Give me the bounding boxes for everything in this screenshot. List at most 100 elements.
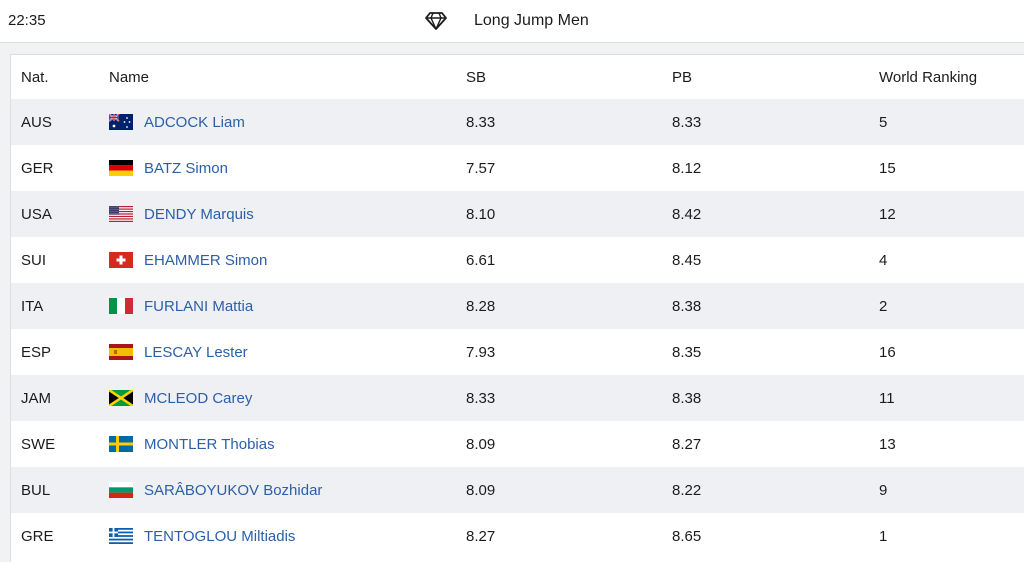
name-cell: TENTOGLOU Miltiadis [109, 513, 466, 559]
athlete-name-link[interactable]: FURLANI Mattia [144, 297, 254, 315]
athlete-name-wrap: TENTOGLOU Miltiadis [109, 528, 466, 545]
world-ranking-cell: 11 [879, 389, 895, 407]
world-ranking-cell: 16 [879, 343, 896, 361]
pb-cell: 8.27 [672, 435, 702, 453]
name-cell: SARÂBOYUKOV Bozhidar [109, 467, 466, 513]
pb-cell: 8.65 [672, 527, 702, 545]
athlete-name-link[interactable]: ADCOCK Liam [144, 113, 245, 131]
flag-swe-icon [109, 436, 133, 452]
world-ranking-cell: 15 [879, 159, 896, 177]
table-row: GRE TENTOGLOU Miltiadis 8.27 8.65 1 [11, 513, 1024, 559]
column-header-nat: Nat. [21, 68, 49, 86]
athlete-name-link[interactable]: TENTOGLOU Miltiadis [144, 527, 296, 545]
name-cell: FURLANI Mattia [109, 283, 466, 329]
column-header-sb: SB [466, 68, 487, 86]
column-header-name: Name [109, 68, 150, 86]
event-header: 22:35 Long Jump Men [0, 0, 1024, 43]
pb-cell: 8.12 [672, 159, 702, 177]
nat-cell: JAM [21, 389, 51, 407]
athlete-name-link[interactable]: MONTLER Thobias [144, 435, 275, 453]
pb-cell: 8.22 [672, 481, 702, 499]
nat-cell: BUL [21, 481, 51, 499]
name-cell: LESCAY Lester [109, 329, 466, 375]
event-title-wrap: Long Jump Men [424, 0, 589, 42]
athlete-name-wrap: SARÂBOYUKOV Bozhidar [109, 482, 466, 499]
name-cell: EHAMMER Simon [109, 237, 466, 283]
athlete-name-link[interactable]: SARÂBOYUKOV Bozhidar [144, 481, 323, 499]
pb-cell: 8.33 [672, 113, 702, 131]
sb-cell: 8.09 [466, 481, 496, 499]
athlete-name-wrap: DENDY Marquis [109, 206, 466, 223]
nat-cell: GER [21, 159, 54, 177]
flag-sui-icon [109, 252, 133, 268]
flag-bul-icon [109, 482, 133, 498]
table-row: BUL SARÂBOYUKOV Bozhidar 8.09 8.22 9 [11, 467, 1024, 513]
start-list-table: Nat. Name SB PB World Ranking AUS ADCOCK … [11, 55, 1024, 559]
nat-cell: SWE [21, 435, 56, 453]
athlete-name-link[interactable]: BATZ Simon [144, 159, 228, 177]
world-ranking-cell: 9 [879, 481, 888, 499]
world-ranking-cell: 4 [879, 251, 888, 269]
diamond-icon [425, 12, 447, 30]
name-cell: MCLEOD Carey [109, 375, 466, 421]
event-time: 22:35 [8, 12, 46, 29]
nat-cell: ESP [21, 343, 52, 361]
flag-ita-icon [109, 298, 133, 314]
event-title: Long Jump Men [474, 12, 589, 29]
athlete-name-wrap: MCLEOD Carey [109, 390, 466, 407]
pb-cell: 8.35 [672, 343, 702, 361]
flag-usa-icon [109, 206, 133, 222]
column-header-pb: PB [672, 68, 693, 86]
sb-cell: 8.28 [466, 297, 496, 315]
start-list-panel: Nat. Name SB PB World Ranking AUS ADCOCK … [10, 54, 1024, 562]
sb-cell: 8.27 [466, 527, 496, 545]
table-row: ITA FURLANI Mattia 8.28 8.38 2 [11, 283, 1024, 329]
sb-cell: 7.93 [466, 343, 496, 361]
sb-cell: 8.10 [466, 205, 496, 223]
athlete-name-wrap: LESCAY Lester [109, 344, 466, 361]
pb-cell: 8.45 [672, 251, 702, 269]
column-header-world-ranking: World Ranking [879, 68, 978, 86]
sb-cell: 8.33 [466, 389, 496, 407]
table-row: SUI EHAMMER Simon 6.61 8.45 4 [11, 237, 1024, 283]
flag-jam-icon [109, 390, 133, 406]
athlete-name-link[interactable]: MCLEOD Carey [144, 389, 253, 407]
athlete-name-wrap: BATZ Simon [109, 160, 466, 177]
athlete-name-link[interactable]: EHAMMER Simon [144, 251, 268, 269]
sb-cell: 8.09 [466, 435, 496, 453]
world-ranking-cell: 12 [879, 205, 896, 223]
nat-cell: USA [21, 205, 52, 223]
athlete-name-wrap: FURLANI Mattia [109, 298, 466, 315]
sb-cell: 7.57 [466, 159, 496, 177]
world-ranking-cell: 13 [879, 435, 896, 453]
pb-cell: 8.38 [672, 389, 702, 407]
world-ranking-cell: 2 [879, 297, 888, 315]
athlete-name-wrap: EHAMMER Simon [109, 252, 466, 269]
sb-cell: 6.61 [466, 251, 496, 269]
table-row: USA DENDY Marquis 8.10 8.42 12 [11, 191, 1024, 237]
athlete-name-wrap: MONTLER Thobias [109, 436, 466, 453]
nat-cell: GRE [21, 527, 54, 545]
world-ranking-cell: 5 [879, 113, 888, 131]
name-cell: ADCOCK Liam [109, 99, 466, 145]
athlete-name-link[interactable]: LESCAY Lester [144, 343, 248, 361]
pb-cell: 8.38 [672, 297, 702, 315]
nat-cell: SUI [21, 251, 47, 269]
sb-cell: 8.33 [466, 113, 496, 131]
table-row: ESP LESCAY Lester 7.93 8.35 16 [11, 329, 1024, 375]
nat-cell: AUS [21, 113, 52, 131]
pb-cell: 8.42 [672, 205, 702, 223]
table-header-row: Nat. Name SB PB World Ranking [11, 55, 1024, 99]
table-row: AUS ADCOCK Liam 8.33 8.33 5 [11, 99, 1024, 145]
flag-gre-icon [109, 528, 133, 544]
world-ranking-cell: 1 [879, 527, 888, 545]
name-cell: DENDY Marquis [109, 191, 466, 237]
table-row: GER BATZ Simon 7.57 8.12 15 [11, 145, 1024, 191]
athlete-name-link[interactable]: DENDY Marquis [144, 205, 254, 223]
athlete-name-wrap: ADCOCK Liam [109, 114, 466, 131]
flag-ger-icon [109, 160, 133, 176]
table-row: SWE MONTLER Thobias 8.09 8.27 13 [11, 421, 1024, 467]
table-row: JAM MCLEOD Carey 8.33 8.38 11 [11, 375, 1024, 421]
nat-cell: ITA [21, 297, 44, 315]
name-cell: MONTLER Thobias [109, 421, 466, 467]
